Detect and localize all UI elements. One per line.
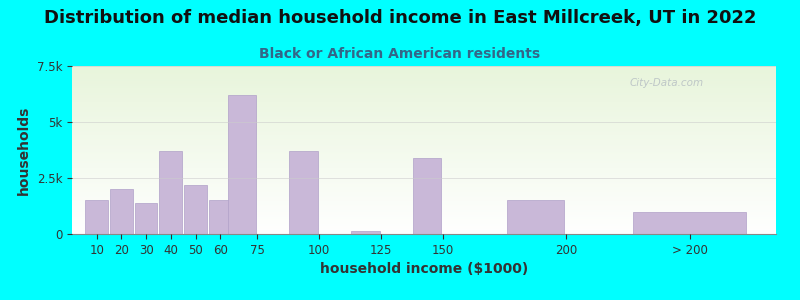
Bar (86, 200, 108, 234)
Bar (184, 185, 207, 234)
X-axis label: household income ($1000): household income ($1000) (320, 262, 528, 276)
Text: Distribution of median household income in East Millcreek, UT in 2022: Distribution of median household income … (44, 9, 756, 27)
Bar (290, 151, 318, 234)
Text: Black or African American residents: Black or African American residents (259, 46, 541, 61)
Text: City-Data.com: City-Data.com (630, 78, 704, 88)
Bar (351, 231, 379, 234)
Y-axis label: households: households (18, 105, 31, 195)
Bar (110, 189, 133, 234)
Bar (506, 200, 563, 234)
Bar (209, 200, 231, 234)
Bar (413, 158, 442, 234)
Bar (633, 212, 746, 234)
Bar (134, 202, 158, 234)
Bar (159, 151, 182, 234)
Bar (228, 95, 256, 234)
